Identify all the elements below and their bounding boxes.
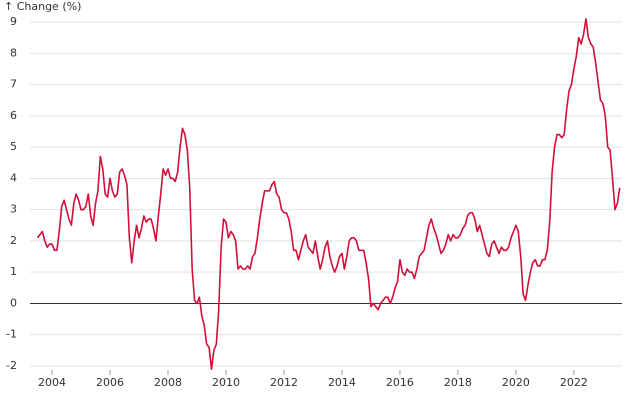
- x-tick-label: 2022: [560, 376, 588, 389]
- y-tick-label: 3: [10, 203, 17, 216]
- x-tick-label: 2012: [270, 376, 298, 389]
- data-line: [36, 18, 621, 370]
- y-tick-label: 6: [10, 109, 17, 122]
- y-tick-label: 0: [10, 296, 17, 309]
- y-tick-label: 1: [10, 265, 17, 278]
- x-tick-label: 2004: [38, 376, 66, 389]
- x-tick-label: 2006: [96, 376, 124, 389]
- x-tick-label: 2014: [328, 376, 356, 389]
- x-tick-label: 2016: [386, 376, 414, 389]
- x-tick-label: 2010: [212, 376, 240, 389]
- y-tick-label: -2: [6, 359, 17, 372]
- y-tick-label: 5: [10, 140, 17, 153]
- y-tick-label: 7: [10, 78, 17, 91]
- x-tick-label: 2008: [154, 376, 182, 389]
- y-axis-label: ↑ Change (%): [4, 0, 81, 13]
- y-tick-label: 2: [10, 234, 17, 247]
- x-tick-label: 2020: [502, 376, 530, 389]
- x-tick-label: 2018: [444, 376, 472, 389]
- y-tick-label: -1: [6, 328, 17, 341]
- y-tick-label: 8: [10, 46, 17, 59]
- y-tick-label: 4: [10, 171, 17, 184]
- y-tick-label: 9: [10, 15, 17, 28]
